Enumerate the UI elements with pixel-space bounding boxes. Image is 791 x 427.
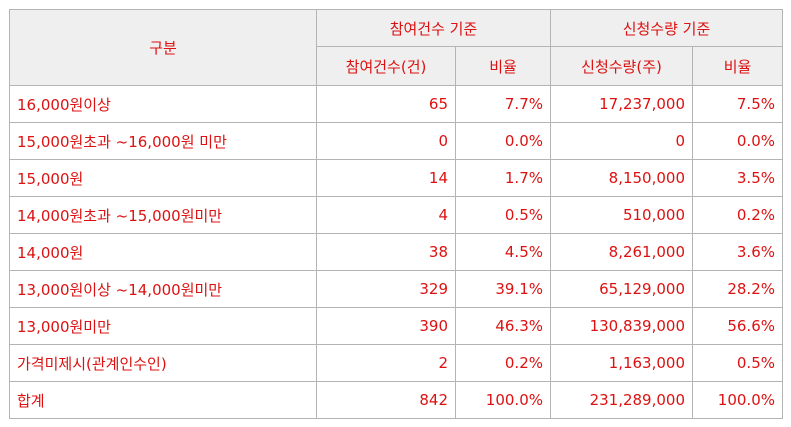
- participant-count: 390: [316, 307, 456, 345]
- participant-ratio: 100.0%: [455, 381, 551, 419]
- participant-ratio: 39.1%: [455, 270, 551, 308]
- header-row-groups: 구분 참여건수 기준 신청수량 기준: [9, 9, 783, 86]
- participant-count: 4: [316, 196, 456, 234]
- quantity: 0: [550, 122, 693, 160]
- participant-count: 329: [316, 270, 456, 308]
- row-label: 14,000원: [9, 233, 317, 271]
- participant-count: 14: [316, 159, 456, 197]
- participant-ratio: 7.7%: [455, 85, 551, 123]
- participant-ratio: 4.5%: [455, 233, 551, 271]
- participant-ratio: 0.5%: [455, 196, 551, 234]
- header-participants-ratio: 비율: [455, 46, 551, 86]
- row-label: 가격미제시(관계인수인): [9, 344, 317, 382]
- quantity-ratio: 0.5%: [692, 344, 783, 382]
- header-group-participants: 참여건수 기준: [316, 9, 551, 47]
- quantity-ratio: 0.0%: [692, 122, 783, 160]
- header-quantity: 신청수량(주): [550, 46, 693, 86]
- participant-count: 2: [316, 344, 456, 382]
- participant-count: 0: [316, 122, 456, 160]
- quantity: 8,150,000: [550, 159, 693, 197]
- quantity-ratio: 0.2%: [692, 196, 783, 234]
- header-category: 구분: [9, 9, 317, 86]
- header-row-sub: 참여건수(건) 비율 신청수량(주) 비율: [10, 46, 783, 86]
- quantity-ratio: 3.6%: [692, 233, 783, 271]
- quantity-ratio: 28.2%: [692, 270, 783, 308]
- participant-count: 38: [316, 233, 456, 271]
- table-row: 15,000원초과 ~16,000원 미만 0 0.0% 0 0.0%: [9, 122, 783, 160]
- participant-ratio: 0.0%: [455, 122, 551, 160]
- header-quantity-ratio: 비율: [692, 46, 783, 86]
- quantity-ratio: 56.6%: [692, 307, 783, 345]
- table-row: 13,000원미만 390 46.3% 130,839,000 56.6%: [9, 307, 783, 345]
- row-label: 15,000원초과 ~16,000원 미만: [9, 122, 317, 160]
- table-row: 14,000원 38 4.5% 8,261,000 3.6%: [9, 233, 783, 271]
- quantity: 130,839,000: [550, 307, 693, 345]
- participant-ratio: 1.7%: [455, 159, 551, 197]
- row-label: 14,000원초과 ~15,000원미만: [9, 196, 317, 234]
- participant-count: 65: [316, 85, 456, 123]
- row-label: 합계: [9, 381, 317, 419]
- table-row: 13,000원이상 ~14,000원미만 329 39.1% 65,129,00…: [9, 270, 783, 308]
- quantity: 231,289,000: [550, 381, 693, 419]
- row-label: 13,000원이상 ~14,000원미만: [9, 270, 317, 308]
- table-row: 14,000원초과 ~15,000원미만 4 0.5% 510,000 0.2%: [9, 196, 783, 234]
- table-row: 16,000원이상 65 7.7% 17,237,000 7.5%: [9, 85, 783, 123]
- table-row: 15,000원 14 1.7% 8,150,000 3.5%: [9, 159, 783, 197]
- row-label: 15,000원: [9, 159, 317, 197]
- participant-count: 842: [316, 381, 456, 419]
- quantity: 510,000: [550, 196, 693, 234]
- participant-ratio: 46.3%: [455, 307, 551, 345]
- quantity: 8,261,000: [550, 233, 693, 271]
- header-participants-count: 참여건수(건): [316, 46, 456, 86]
- row-label: 13,000원미만: [9, 307, 317, 345]
- table-container: 구분 참여건수 기준 신청수량 기준 참여건수(건) 비율 신청수량(주) 비율…: [9, 9, 783, 419]
- quantity: 1,163,000: [550, 344, 693, 382]
- quantity: 17,237,000: [550, 85, 693, 123]
- header-group-quantity: 신청수량 기준: [550, 9, 783, 47]
- quantity-ratio: 7.5%: [692, 85, 783, 123]
- row-label: 16,000원이상: [9, 85, 317, 123]
- total-row: 합계 842 100.0% 231,289,000 100.0%: [9, 381, 783, 419]
- participant-ratio: 0.2%: [455, 344, 551, 382]
- quantity-ratio: 100.0%: [692, 381, 783, 419]
- quantity: 65,129,000: [550, 270, 693, 308]
- quantity-ratio: 3.5%: [692, 159, 783, 197]
- bid-distribution-table: 구분 참여건수 기준 신청수량 기준 참여건수(건) 비율 신청수량(주) 비율…: [9, 9, 783, 419]
- table-row: 가격미제시(관계인수인) 2 0.2% 1,163,000 0.5%: [9, 344, 783, 382]
